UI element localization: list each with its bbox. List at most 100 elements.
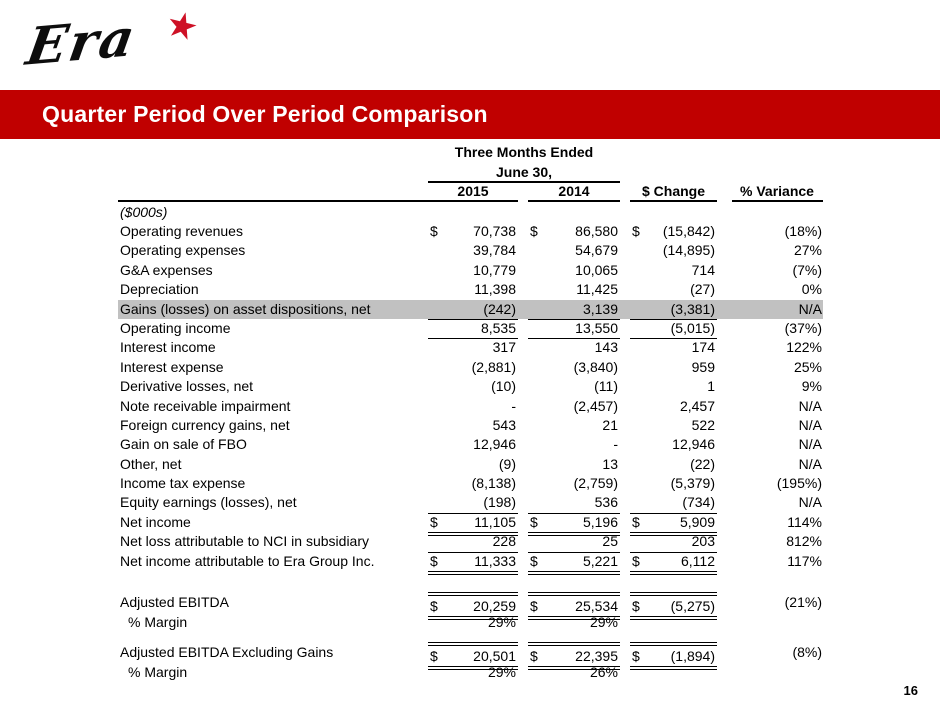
cell-2015: (9) [428,455,518,474]
row-label: Equity earnings (losses), net [120,494,297,511]
cell-2014: 10,065 [528,261,620,280]
cell-2015: 228 [428,532,518,553]
cell-2015: $20,259 [428,592,518,621]
cell-change: 959 [630,358,717,377]
value: (15,842) [662,223,715,239]
cell-2014: 11,425 [528,280,620,299]
cell-2015: $20,501 [428,642,518,671]
header-percent-variance: % Variance [732,183,823,202]
value: 5,196 [582,513,618,530]
value: 8,535 [480,319,516,336]
value: 11,333 [474,552,516,569]
row-label: Operating expenses [120,242,246,259]
era-logo: Era ★ [22,2,218,82]
table-row-margin: % Margin 29% 29% [118,614,823,633]
value: 6,112 [681,552,715,569]
cell-variance: N/A [798,397,822,414]
value: 522 [691,416,715,433]
cell-variance: N/A [798,455,822,472]
cell-change: 203 [630,532,717,553]
cell-2014: 29% [528,614,620,633]
value: - [613,436,618,453]
cell-2014: $22,395 [528,642,620,671]
row-label: Adjusted EBITDA Excluding Gains [120,644,334,661]
value: (11) [594,378,618,395]
value: (2,881) [471,358,516,375]
cell-change [630,664,717,683]
table-row-net-income: Net income $11,105 $5,196 $5,909 114% [118,513,823,537]
cell-change: $ (1,894) [630,642,717,671]
cell-change: 174 [630,338,717,357]
row-label: Operating income [120,319,231,336]
cell-variance: N/A [798,494,822,511]
cell-variance: (7%) [792,261,822,278]
cell-2015: $70,738 [428,222,518,241]
cell-2014: 54,679 [528,241,620,260]
table-row: Operating expenses 39,784 54,679 (14,895… [118,241,823,260]
value: 2,457 [679,397,715,414]
value: 203 [691,533,715,550]
value: (3,381) [670,300,715,317]
table-row-margin: % Margin 29% 26% [118,664,823,683]
cell-change: 2,457 [630,397,717,416]
page-title: Quarter Period Over Period Comparison [42,101,488,127]
cell-change: (734) [630,493,717,514]
cell-2014: 143 [528,338,620,357]
value: 11,425 [576,281,618,298]
header-2015: 2015 [428,183,518,202]
value: 11,105 [474,513,516,530]
cell-2014: $86,580 [528,222,620,241]
dollar-sign: $ [430,223,438,239]
cell-2014: 26% [528,664,620,683]
dollar-sign: $ [530,223,538,239]
value: 13 [602,455,618,472]
era-logo-text: Era [22,7,141,78]
header-label-col [118,183,428,202]
value: (9) [498,455,516,472]
cell-change: 12,946 [630,435,717,454]
value: 317 [492,339,516,356]
table-row: Operating income 8,535 13,550 (5,015) (3… [118,319,823,340]
value: 29% [487,614,516,631]
cell-2015: 543 [428,416,518,435]
row-label: Gains (losses) on asset dispositions, ne… [120,300,371,317]
cell-2015: 8,535 [428,319,518,340]
value: 29% [589,614,618,631]
cell-2015: 29% [428,614,518,633]
cell-variance: 812% [786,533,822,550]
cell-2014: (3,840) [528,358,620,377]
units-row: ($000s) [118,202,823,222]
table-row: Depreciation 11,398 11,425 (27) 0% [118,280,823,299]
header-june-30: June 30, [428,163,620,183]
cell-2014: 13,550 [528,319,620,340]
cell-variance: N/A [798,300,822,317]
row-label: Derivative losses, net [120,378,254,395]
value: 20,259 [473,598,516,615]
value: (5,275) [670,598,715,615]
cell-variance: 122% [786,339,822,356]
value: 228 [492,533,516,550]
cell-2014: $25,534 [528,592,620,621]
value: 959 [691,358,715,375]
row-label: Interest expense [120,358,224,375]
value: 12,946 [672,436,715,453]
units-label: ($000s) [120,204,168,220]
cell-variance: 9% [801,378,822,395]
value: (5,015) [670,319,715,336]
cell-change: $6,112 [630,552,717,576]
cell-change: $ (15,842) [630,222,717,241]
row-label: G&A expenses [120,261,213,278]
dollar-sign: $ [632,648,640,665]
row-label: Net loss attributable to NCI in subsidia… [120,533,369,550]
value: 536 [594,494,618,511]
title-banner: Quarter Period Over Period Comparison [0,90,940,139]
cell-variance: 114% [787,513,822,530]
cell-change: 1 [630,377,717,396]
header-2014: 2014 [528,183,620,202]
value: 174 [691,339,715,356]
value: 10,065 [575,261,618,278]
value: (3,840) [573,358,618,375]
dollar-sign: $ [430,513,438,530]
cell-variance: N/A [798,416,822,433]
cell-2014: 21 [528,416,620,435]
